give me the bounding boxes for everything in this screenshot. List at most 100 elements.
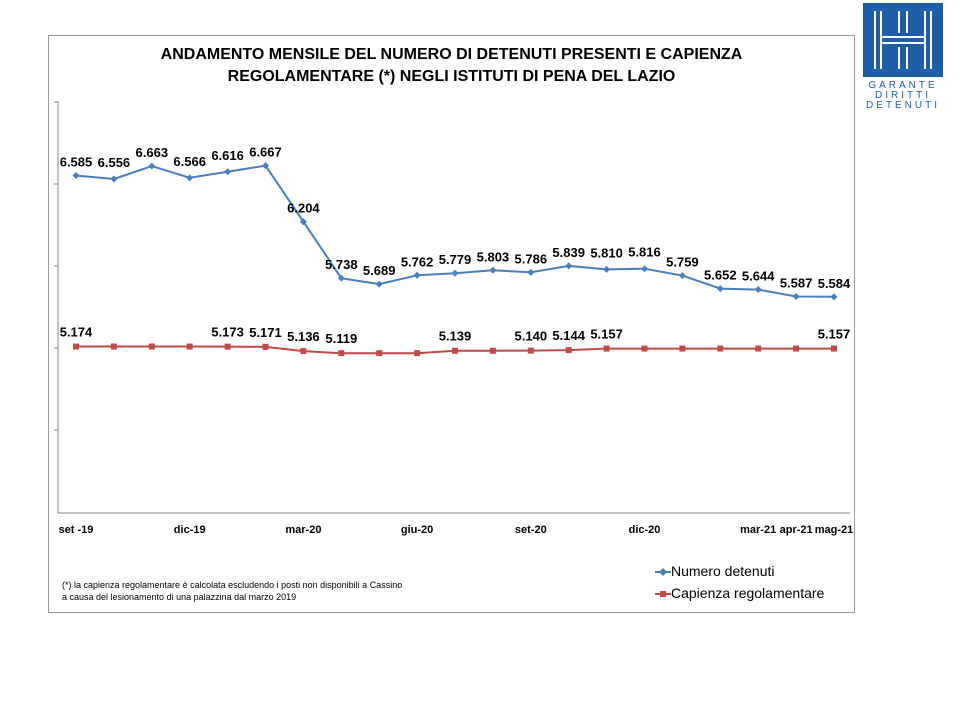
data-point-detenuti xyxy=(262,162,269,170)
x-tick-label: mag-21 xyxy=(815,524,854,536)
chart-title: ANDAMENTO MENSILE DEL NUMERO DI DETENUTI… xyxy=(48,44,855,88)
data-point-detenuti xyxy=(375,280,383,288)
logo-text-line3: DETENUTI xyxy=(866,100,940,111)
data-point-capienza xyxy=(148,343,155,350)
data-point-detenuti xyxy=(716,285,724,293)
x-tick-label: dic-19 xyxy=(174,524,206,536)
data-label-capienza: 5.140 xyxy=(515,329,548,344)
footnote-line2: a causa del lesionamento di una palazzin… xyxy=(62,592,297,602)
data-label-capienza: 5.119 xyxy=(325,331,357,346)
data-label-detenuti: 5.803 xyxy=(477,249,510,264)
data-point-detenuti xyxy=(527,268,535,276)
data-point-capienza xyxy=(679,345,686,352)
data-point-capienza xyxy=(452,347,458,354)
footnote-line1: (*) la capienza regolamentare è calcolat… xyxy=(62,580,403,590)
data-point-detenuti xyxy=(337,274,345,282)
data-point-capienza xyxy=(793,345,800,352)
data-label-capienza: 5.171 xyxy=(249,325,282,340)
data-label-capienza: 5.144 xyxy=(552,328,585,343)
legend-marker-detenuti xyxy=(655,568,671,576)
data-point-detenuti xyxy=(754,286,762,294)
data-point-capienza xyxy=(603,345,610,352)
legend-marker-capienza xyxy=(655,591,671,597)
data-label-detenuti: 6.585 xyxy=(60,155,93,170)
data-point-detenuti xyxy=(110,175,118,183)
data-point-capienza xyxy=(262,343,269,350)
chart-title-line2: REGOLAMENTARE (*) NEGLI ISTITUTI DI PENA… xyxy=(227,68,676,85)
data-label-detenuti: 6.616 xyxy=(211,148,244,163)
x-tick-label: giu-20 xyxy=(401,524,433,536)
chart-frame xyxy=(48,35,855,613)
data-label-detenuti: 5.759 xyxy=(666,255,699,270)
logo-text-line2: DIRITTI xyxy=(875,90,931,101)
data-point-detenuti xyxy=(792,292,800,300)
data-point-capienza xyxy=(414,350,421,357)
legend-item-detenuti: Numero detenuti xyxy=(655,563,855,583)
data-point-detenuti xyxy=(148,162,156,170)
x-tick-labels: set -19 dic-19 mar-20 giu-20 set-20 dic-20 mar… xyxy=(59,524,854,536)
data-point-detenuti xyxy=(641,265,648,273)
data-point-detenuti xyxy=(489,266,497,274)
data-point-capienza xyxy=(717,345,724,352)
data-labels: 6.585 6.556 6.663 6.566 6.616 6.667 6.204 5.738… xyxy=(60,145,851,347)
x-tick-label: apr-21 xyxy=(780,524,813,536)
data-point-capienza xyxy=(110,343,117,350)
legend-label-detenuti: Numero detenuti xyxy=(671,563,775,579)
logo-mark xyxy=(863,3,943,77)
data-point-detenuti xyxy=(299,218,307,226)
data-label-detenuti: 5.644 xyxy=(742,269,775,284)
data-label-capienza: 5.157 xyxy=(818,327,851,342)
data-label-capienza: 5.139 xyxy=(439,329,472,344)
data-point-capienza xyxy=(376,350,383,357)
data-point-capienza xyxy=(338,350,345,357)
data-point-capienza xyxy=(489,347,496,354)
data-label-detenuti: 5.587 xyxy=(780,275,813,290)
data-label-detenuti: 5.816 xyxy=(628,245,661,260)
data-point-capienza xyxy=(186,343,193,350)
x-tick-label: dic-20 xyxy=(629,524,661,536)
data-label-detenuti: 5.779 xyxy=(439,252,472,267)
data-label-detenuti: 5.839 xyxy=(552,245,585,260)
x-tick-label: set -19 xyxy=(59,524,94,536)
data-label-detenuti: 5.738 xyxy=(325,257,358,272)
data-label-detenuti: 6.556 xyxy=(98,155,131,170)
data-point-detenuti xyxy=(565,262,573,270)
data-label-detenuti: 5.689 xyxy=(363,263,396,278)
logo-text-line1: GARANTE xyxy=(868,80,938,91)
data-point-capienza xyxy=(755,345,762,352)
data-point-capienza xyxy=(831,345,837,352)
data-label-capienza: 5.174 xyxy=(60,325,93,340)
legend-item-capienza: Capienza regolamentare xyxy=(655,585,855,605)
data-label-detenuti: 5.810 xyxy=(590,245,623,260)
data-point-detenuti xyxy=(72,172,80,180)
data-point-capienza xyxy=(527,347,534,354)
series-markers xyxy=(72,162,838,357)
data-point-capienza xyxy=(641,345,648,352)
chart-title-line1: ANDAMENTO MENSILE DEL NUMERO DI DETENUTI… xyxy=(160,46,743,63)
data-point-detenuti xyxy=(678,272,686,280)
data-label-detenuti: 5.762 xyxy=(401,254,434,269)
x-tick-label: mar-20 xyxy=(285,524,321,536)
data-label-detenuti: 6.663 xyxy=(136,145,169,160)
data-label-capienza: 5.173 xyxy=(211,325,244,340)
x-tick-label: mar-21 xyxy=(740,524,776,536)
data-point-detenuti xyxy=(224,168,232,176)
data-label-detenuti: 5.584 xyxy=(818,276,851,291)
data-point-capienza xyxy=(73,343,79,350)
data-point-capienza xyxy=(565,347,572,354)
data-point-capienza xyxy=(224,343,231,350)
data-point-detenuti xyxy=(186,174,194,182)
data-label-detenuti: 6.667 xyxy=(249,145,282,160)
data-point-detenuti xyxy=(451,269,459,277)
x-tick-label: set-20 xyxy=(515,524,547,536)
garante-logo: GARANTE DIRITTI DETENUTI xyxy=(863,3,943,111)
chart-axes xyxy=(54,101,850,514)
data-point-detenuti xyxy=(413,271,421,279)
data-point-capienza xyxy=(300,348,307,355)
data-label-capienza: 5.157 xyxy=(590,327,623,342)
data-point-detenuti xyxy=(830,293,838,301)
data-label-detenuti: 6.204 xyxy=(287,201,320,216)
data-label-detenuti: 6.566 xyxy=(173,154,206,169)
data-label-capienza: 5.136 xyxy=(287,329,320,344)
